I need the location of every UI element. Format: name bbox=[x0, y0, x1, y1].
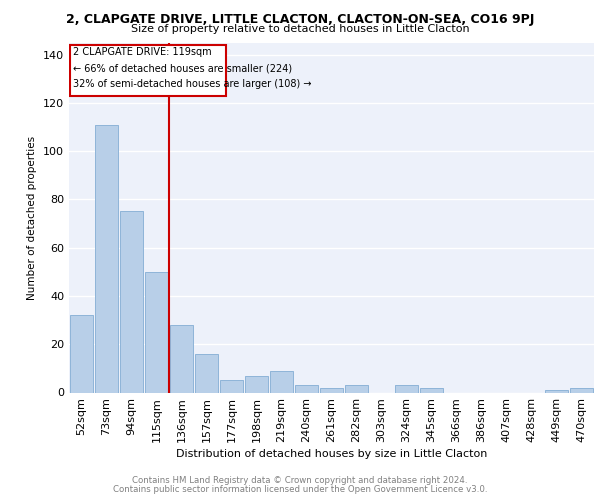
Bar bbox=[195, 354, 218, 393]
Text: Size of property relative to detached houses in Little Clacton: Size of property relative to detached ho… bbox=[131, 24, 469, 34]
X-axis label: Distribution of detached houses by size in Little Clacton: Distribution of detached houses by size … bbox=[176, 450, 487, 460]
Bar bbox=[95, 124, 118, 392]
Bar bbox=[170, 325, 193, 392]
Bar bbox=[120, 212, 143, 392]
Bar bbox=[220, 380, 243, 392]
Bar bbox=[570, 388, 593, 392]
Bar bbox=[270, 371, 293, 392]
Text: 2, CLAPGATE DRIVE, LITTLE CLACTON, CLACTON-ON-SEA, CO16 9PJ: 2, CLAPGATE DRIVE, LITTLE CLACTON, CLACT… bbox=[66, 12, 534, 26]
Bar bbox=[145, 272, 168, 392]
Text: 32% of semi-detached houses are larger (108) →: 32% of semi-detached houses are larger (… bbox=[73, 78, 312, 88]
Bar bbox=[420, 388, 443, 392]
Y-axis label: Number of detached properties: Number of detached properties bbox=[28, 136, 37, 300]
Bar bbox=[70, 316, 93, 392]
Bar bbox=[545, 390, 568, 392]
Bar bbox=[395, 386, 418, 392]
Text: 2 CLAPGATE DRIVE: 119sqm: 2 CLAPGATE DRIVE: 119sqm bbox=[73, 48, 212, 58]
Bar bbox=[245, 376, 268, 392]
Bar bbox=[345, 386, 368, 392]
FancyBboxPatch shape bbox=[70, 45, 227, 96]
Text: ← 66% of detached houses are smaller (224): ← 66% of detached houses are smaller (22… bbox=[73, 63, 292, 73]
Text: Contains public sector information licensed under the Open Government Licence v3: Contains public sector information licen… bbox=[113, 485, 487, 494]
Bar bbox=[295, 386, 318, 392]
Text: Contains HM Land Registry data © Crown copyright and database right 2024.: Contains HM Land Registry data © Crown c… bbox=[132, 476, 468, 485]
Bar bbox=[320, 388, 343, 392]
